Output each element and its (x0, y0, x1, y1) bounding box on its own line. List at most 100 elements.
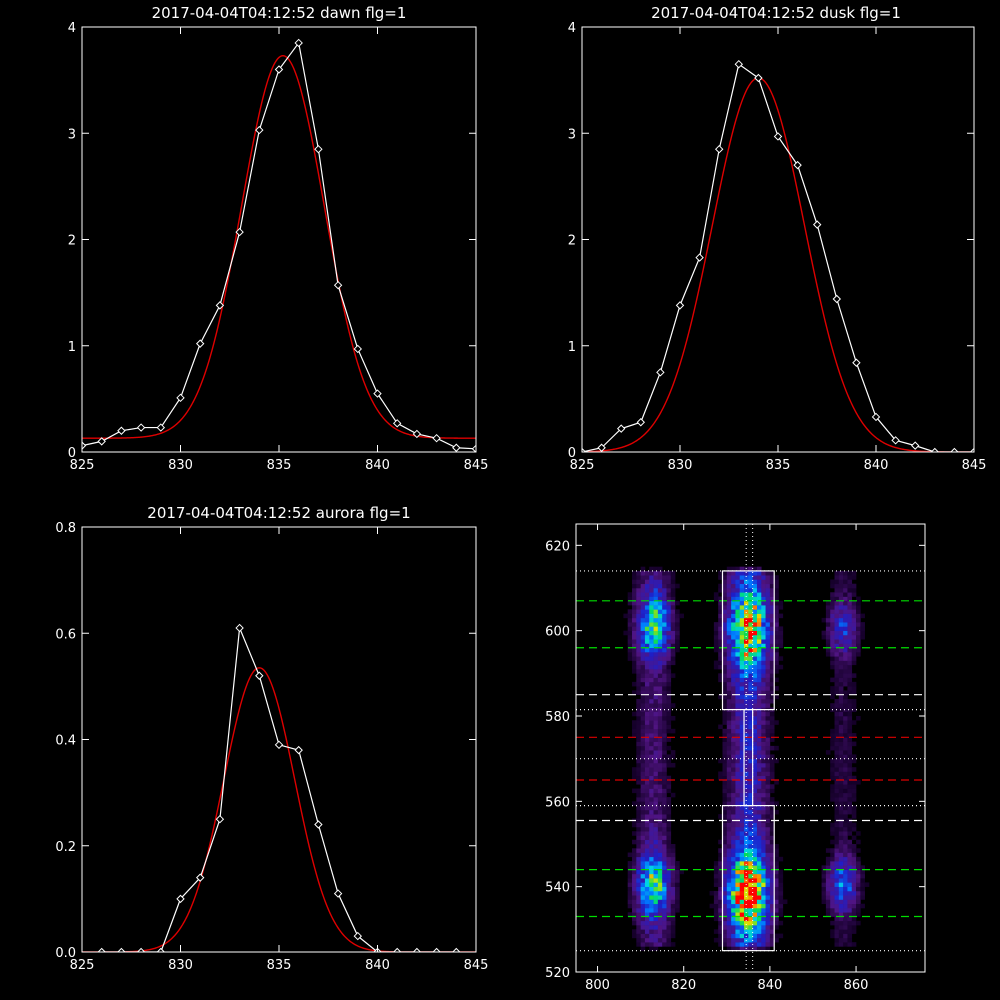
x-tick-label: 830 (168, 458, 193, 473)
data-point (136, 947, 146, 952)
plot-frame (81, 526, 477, 953)
data-point (117, 426, 126, 435)
y-tick-label: 3 (68, 127, 76, 142)
data-point (412, 947, 422, 952)
data-point (452, 947, 461, 952)
panel-dawn: 2017-04-04T04:12:52 dawn flg=1 825 830 835… (68, 4, 489, 473)
data-point (215, 814, 225, 824)
y-tick-label: 2 (568, 234, 576, 249)
data-point (156, 423, 166, 432)
data-point (255, 125, 264, 135)
data-point (471, 444, 476, 452)
fit-curve (82, 54, 476, 439)
data-point (117, 947, 126, 952)
y-tick-label: 3 (568, 127, 576, 142)
x-tick-label: 845 (464, 958, 489, 973)
data-point (636, 418, 646, 427)
panel-dusk: 2017-04-04T04:12:52 dusk flg=1 825 830 835… (568, 4, 987, 473)
x-tick-label: 825 (70, 958, 95, 973)
data-point (97, 947, 106, 952)
data-point (714, 144, 724, 154)
data-point (793, 160, 802, 170)
plot-frame (581, 26, 975, 453)
x-tick-label: 840 (864, 458, 889, 473)
data-point (452, 443, 461, 452)
x-tick-label: 840 (365, 458, 390, 473)
y-tick-label: 0 (68, 446, 76, 461)
x-tick-label: 845 (464, 458, 489, 473)
y-tick-label: 1 (568, 340, 576, 355)
data-point (910, 441, 920, 450)
data-point (156, 947, 166, 952)
data-point (773, 132, 783, 141)
plot-frame (81, 26, 477, 453)
fit-curve (582, 77, 974, 452)
data-point (176, 393, 185, 403)
y-tick-label: 2 (68, 234, 76, 249)
x-tick-label: 840 (365, 958, 390, 973)
x-tick-label: 825 (70, 458, 95, 473)
plot-frame (575, 523, 926, 973)
data-point (871, 412, 881, 422)
data-point (97, 437, 106, 446)
panel-heatmap: 800 820 840 860 520 540 560 580 600 620 (545, 523, 926, 993)
data-point (274, 740, 284, 750)
data-point (176, 894, 185, 904)
y-tick-label: 0.8 (55, 521, 76, 536)
x-tick-label: 835 (267, 458, 292, 473)
data-point (616, 424, 626, 433)
panel-aurora-title: 2017-04-04T04:12:52 aurora flg=1 (147, 504, 410, 522)
panel-dusk-plot: 825 830 835 840 845 0 1 2 3 4 (568, 21, 987, 473)
data-point (82, 441, 87, 450)
panel-dusk-title: 2017-04-04T04:12:52 dusk flg=1 (651, 4, 901, 22)
data-point (195, 873, 205, 882)
data-point (969, 447, 974, 452)
data-point (294, 38, 303, 48)
heatmap-cells (623, 566, 870, 951)
y-tick-label: 0.0 (55, 946, 76, 961)
panel-heatmap-plot: 800 820 840 860 520 540 560 580 600 620 (545, 523, 926, 993)
data-point (255, 671, 264, 680)
data-point (136, 423, 146, 432)
data-point (215, 301, 225, 310)
y-tick-label: 0 (568, 446, 576, 461)
y-tick-label: 0.6 (55, 627, 76, 642)
y-tick-label: 580 (545, 710, 570, 725)
data-point (432, 433, 441, 443)
data-point (314, 820, 323, 829)
x-tick-label: 830 (168, 958, 193, 973)
region-box (743, 708, 754, 807)
x-tick-label: 860 (844, 978, 869, 993)
y-tick-label: 1 (68, 340, 76, 355)
y-tick-label: 520 (545, 966, 570, 981)
data-point (314, 144, 323, 154)
y-tick-label: 4 (568, 21, 576, 36)
x-tick-label: 835 (267, 958, 292, 973)
data-point (333, 280, 343, 290)
panel-aurora-plot: 825 830 835 840 845 0.0 0.2 0.4 0.6 0.8 (55, 521, 488, 973)
data-point (582, 447, 587, 452)
data-point (656, 368, 665, 377)
data-point (373, 389, 382, 398)
data-point (235, 227, 244, 237)
data-point (274, 65, 284, 74)
data-point (930, 447, 940, 452)
panel-dawn-plot: 825 830 835 840 845 0 1 2 3 4 (68, 21, 489, 473)
data-point (812, 220, 822, 229)
y-tick-label: 600 (545, 625, 570, 640)
data-point (891, 436, 900, 445)
data-point (392, 947, 402, 952)
x-tick-label: 830 (668, 458, 693, 473)
data-point (432, 947, 441, 952)
data-point (294, 745, 303, 755)
data-point (832, 294, 842, 304)
data-point (333, 889, 343, 898)
data-point (754, 73, 763, 83)
data-point (950, 447, 959, 452)
data-point (734, 59, 744, 69)
y-tick-label: 540 (545, 881, 570, 896)
data-point (412, 429, 422, 439)
x-tick-label: 825 (570, 458, 595, 473)
data-point (353, 344, 363, 354)
